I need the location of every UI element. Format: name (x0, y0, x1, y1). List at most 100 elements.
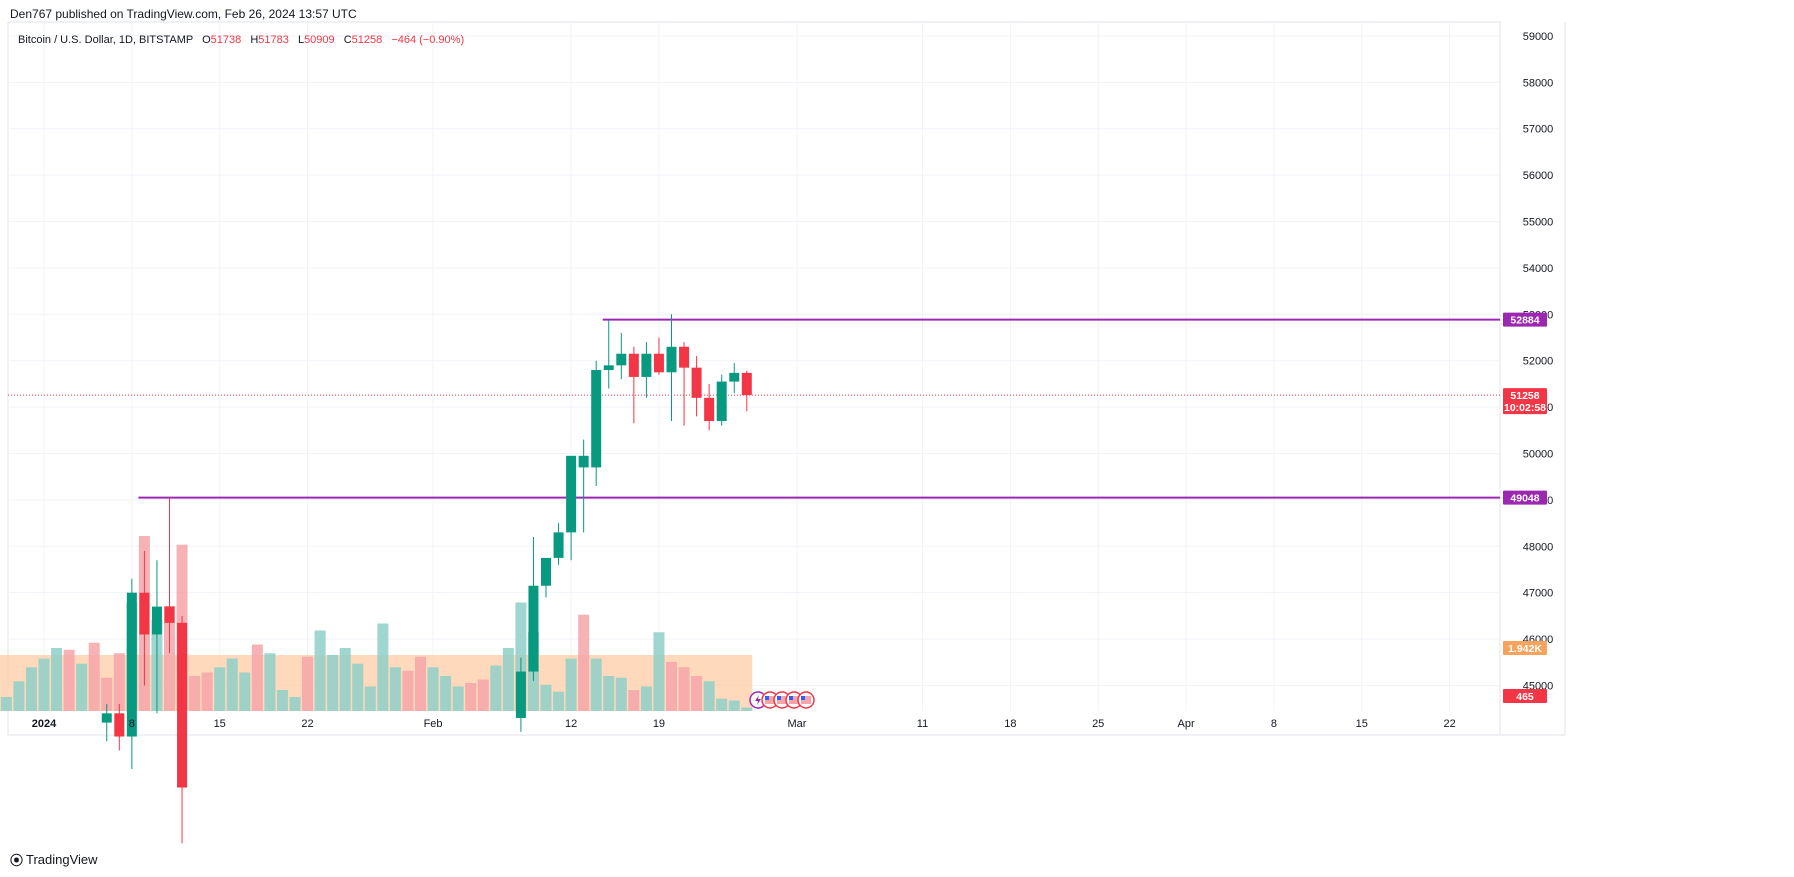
volume-bar (339, 648, 351, 711)
volume-bar (427, 667, 439, 711)
symbol-name: Bitcoin / U.S. Dollar, 1D, BITSTAMP (18, 34, 194, 46)
publisher-line: Den767 published on TradingView.com, Feb… (10, 7, 357, 21)
flag-canton (765, 696, 769, 700)
volume-bar (13, 681, 25, 711)
volume-bar (728, 700, 740, 711)
volume-bar (666, 662, 677, 711)
volume-bar (352, 663, 364, 711)
volume-last-badge-bg (1503, 689, 1547, 703)
event-markers (749, 691, 815, 709)
volume-bar (615, 677, 627, 711)
volume-bar (51, 648, 63, 711)
brand-name: TradingView (26, 852, 98, 867)
candle-body (679, 346, 690, 368)
y-tick-label: 48000 (1523, 541, 1554, 553)
volume-bar (364, 686, 376, 711)
volume-bar (289, 697, 301, 711)
volume-bar (502, 648, 514, 711)
level-badge-bg (1503, 312, 1547, 327)
volume-bar (377, 623, 389, 711)
volume-bar (402, 670, 414, 711)
candle-body (541, 557, 551, 586)
candle-body (741, 372, 752, 396)
x-tick-label: 12 (565, 718, 577, 730)
candle-body (641, 353, 652, 377)
volume-bar (490, 665, 502, 711)
volume-bar (440, 676, 452, 711)
candle-body (553, 532, 564, 558)
x-tick-label: 8 (1271, 718, 1277, 730)
volume-bar (0, 697, 12, 711)
level-badge-text: 49048 (1510, 493, 1539, 505)
volume-bar (63, 649, 75, 711)
volume-bar (415, 656, 426, 711)
volume-bar (76, 663, 88, 711)
horizontal-levels (8, 318, 1500, 499)
volume-bar (603, 676, 615, 711)
volume-bar (741, 707, 753, 711)
symbol-legend: Bitcoin / U.S. Dollar, 1D, BITSTAMP O517… (18, 34, 464, 46)
flag-canton (789, 696, 793, 700)
volume-bar (540, 684, 552, 711)
close-label: C (343, 34, 352, 46)
candle-body (616, 353, 627, 366)
tradingview-brand[interactable]: ⦿ TradingView (10, 850, 98, 869)
x-tick-label: 15 (1356, 718, 1368, 730)
y-tick-label: 47000 (1523, 588, 1554, 600)
last-price-badge-text: 51258 (1510, 390, 1539, 402)
candle-body (666, 346, 677, 373)
high-label: H (250, 34, 259, 46)
volume-bar (327, 655, 339, 711)
time-axis: 2024 8 15 22 Feb 12 19 Mar 11 18 25 Apr 8 15 22 (32, 718, 1456, 730)
candle-body (691, 367, 702, 398)
x-tick-label: 11 (917, 718, 928, 730)
x-tick-label: 25 (1092, 718, 1104, 730)
x-tick-label: 2024 (32, 718, 57, 730)
volume-bar (465, 683, 477, 711)
volume-bar (678, 667, 690, 711)
y-tick-label: 52000 (1523, 356, 1554, 368)
volume-bar (565, 658, 577, 711)
chart-grid (7, 21, 1566, 736)
candle-body (139, 592, 150, 635)
x-tick-label: 8 (129, 718, 135, 730)
volume-bar (164, 606, 175, 711)
open-value: 51738 (210, 34, 242, 46)
volume-bar (452, 686, 464, 711)
candle-body (716, 381, 727, 422)
flag-field (765, 696, 775, 704)
level-badge-bg (1503, 490, 1547, 505)
y-tick-label: 59000 (1523, 31, 1554, 43)
volume-ma-badge-text: 1.942K (1508, 643, 1542, 655)
x-tick-label: Mar (788, 718, 807, 730)
candle-body (704, 397, 715, 422)
level-badge-text: 52884 (1510, 315, 1539, 327)
candle-body (151, 606, 162, 635)
low-label: L (297, 34, 305, 46)
y-tick-label: 55000 (1523, 217, 1554, 229)
volume-bar (590, 658, 602, 711)
candle-body (164, 606, 175, 623)
volume-bar (314, 630, 326, 711)
volume-bar (38, 658, 50, 711)
y-tick-label: 54000 (1523, 263, 1554, 275)
candle-body (515, 671, 526, 718)
y-tick-label: 57000 (1523, 124, 1554, 136)
x-tick-label: 19 (653, 718, 665, 730)
candle-body (603, 365, 614, 370)
volume-bar (201, 672, 213, 711)
flag-field (801, 696, 811, 704)
volume-ma-badge-bg (1503, 641, 1547, 655)
y-tick-label: 58000 (1523, 77, 1554, 89)
x-tick-label: 18 (1004, 718, 1016, 730)
candle-body (126, 592, 137, 737)
volume-bar (653, 632, 665, 711)
x-tick-label: 15 (214, 718, 226, 730)
volume-bar (691, 676, 703, 711)
y-tick-label: 50000 (1523, 448, 1554, 460)
high-value: 51783 (258, 34, 289, 46)
volume-bar (302, 656, 314, 711)
candle-body (729, 372, 740, 382)
candle-body (628, 353, 639, 377)
